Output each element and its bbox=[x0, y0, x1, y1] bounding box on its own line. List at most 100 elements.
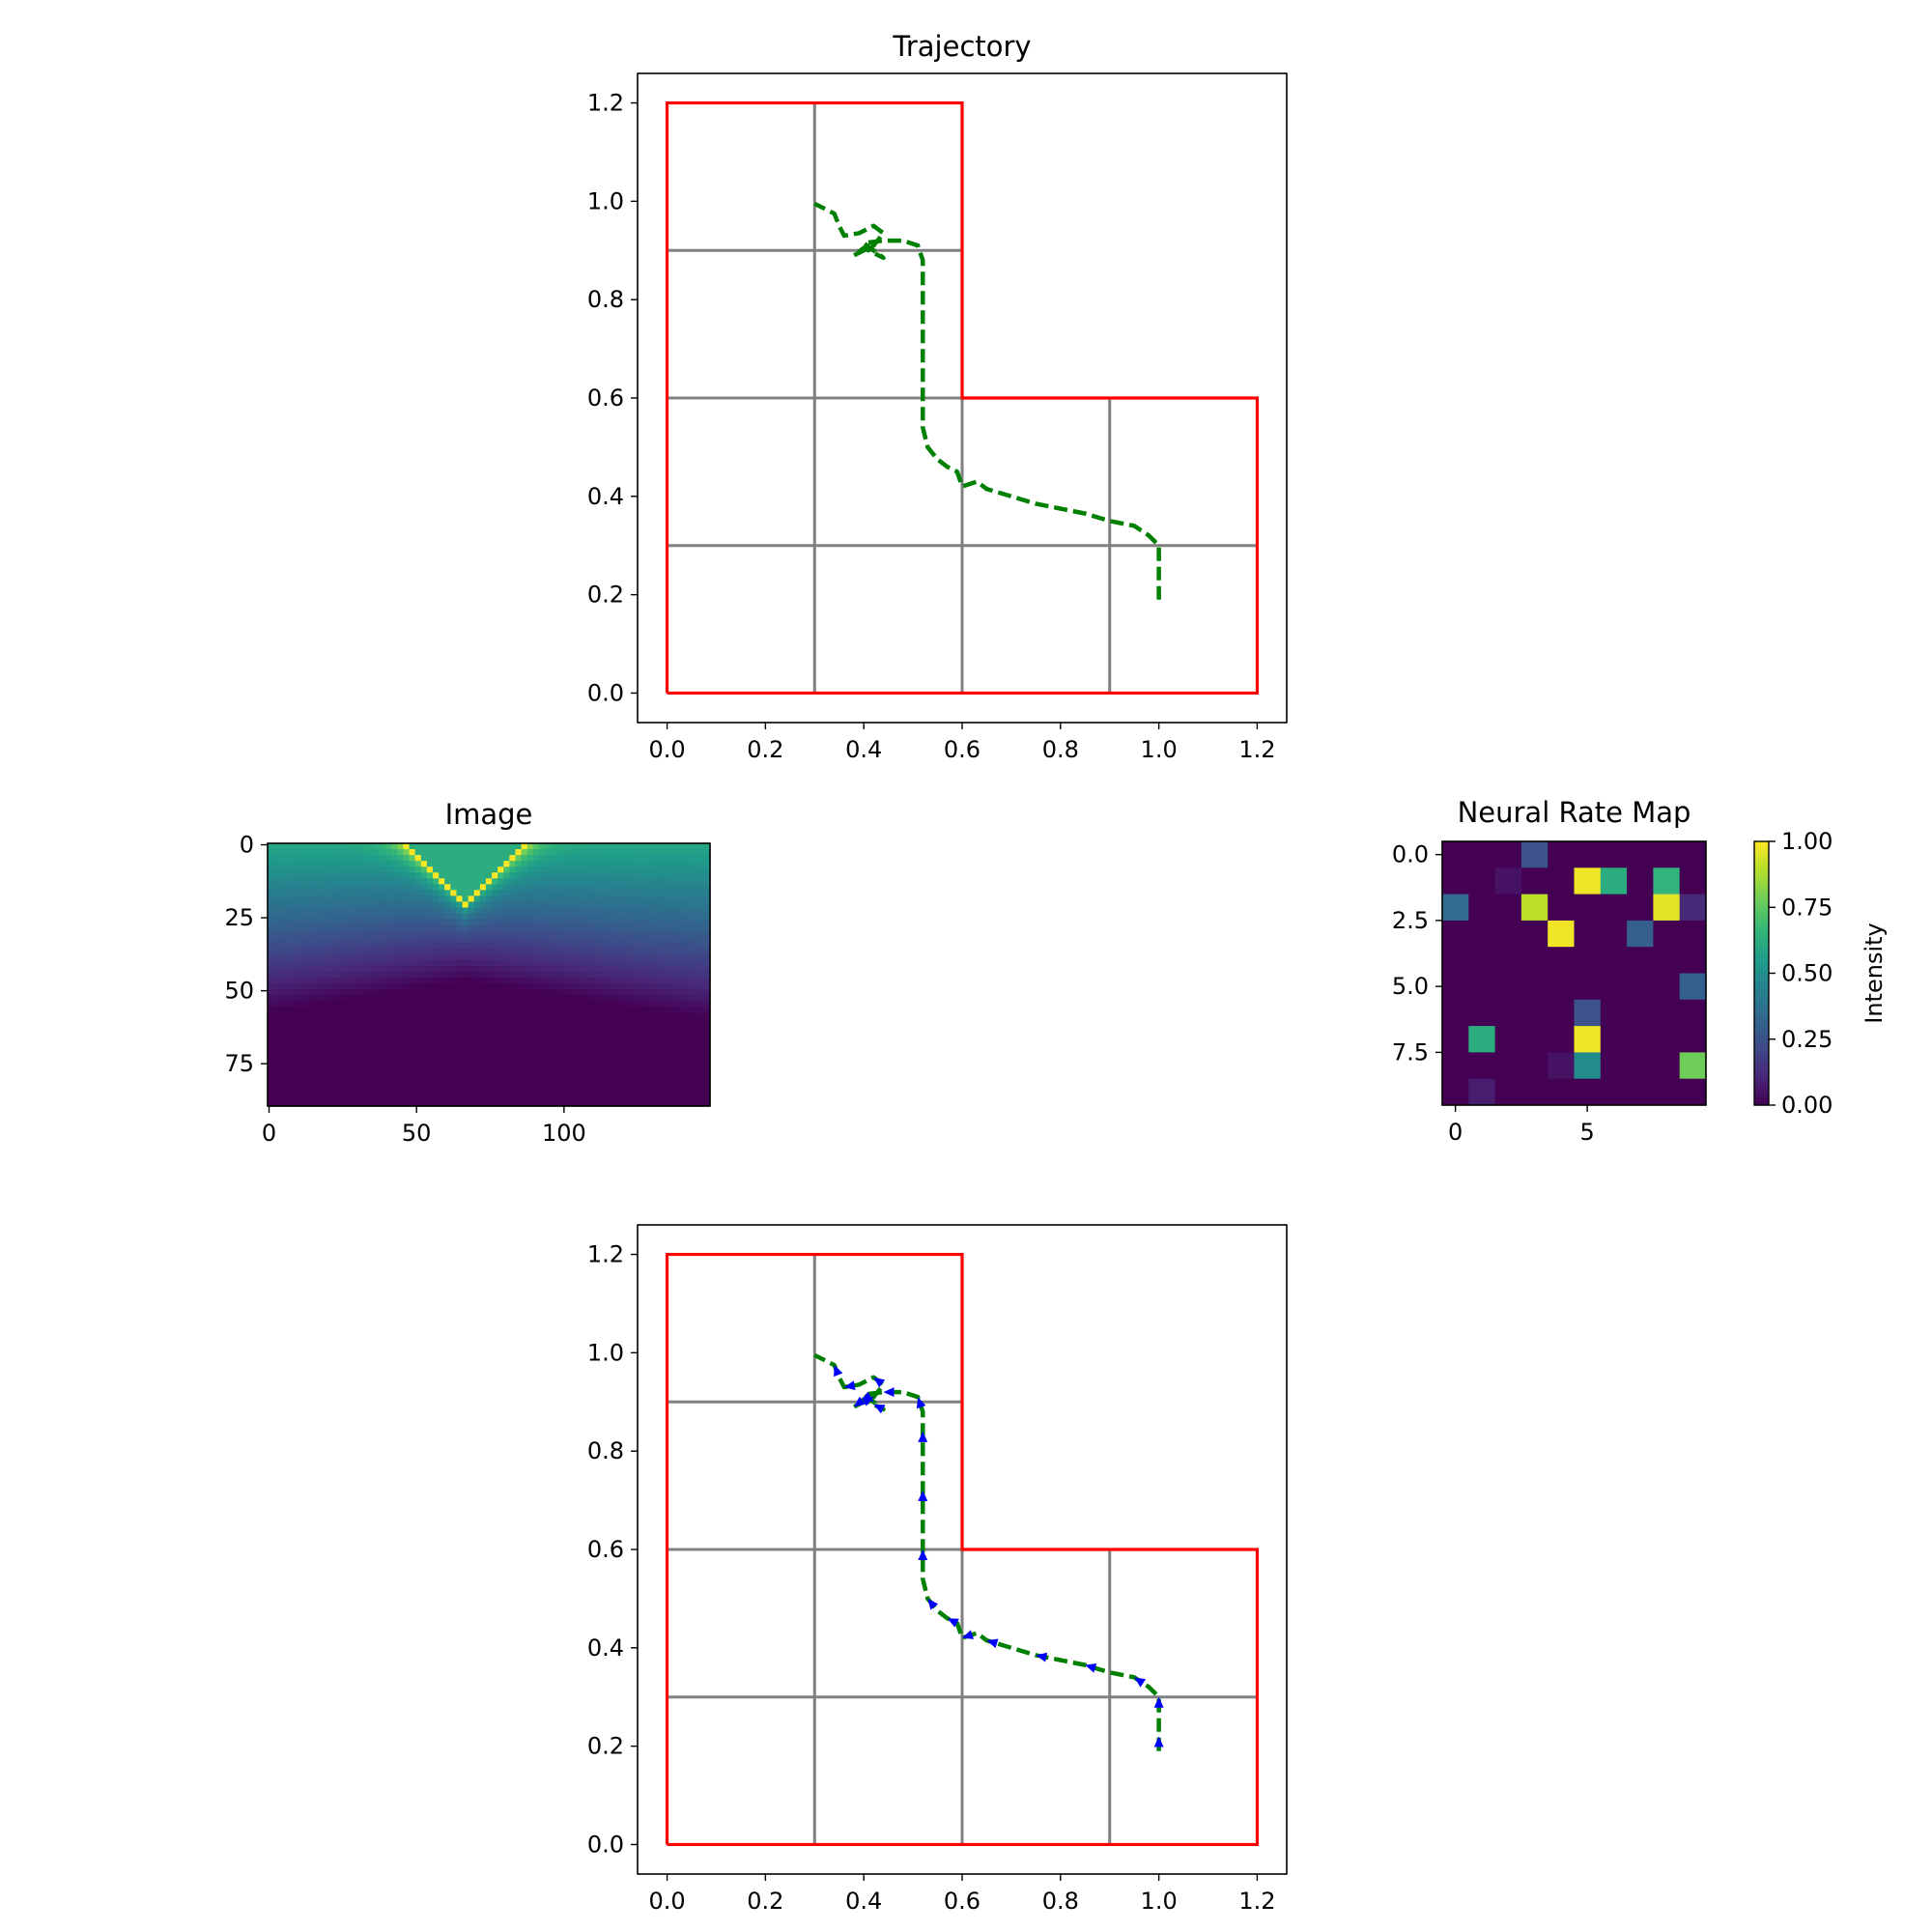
image-pixel bbox=[492, 867, 498, 873]
image-pixel bbox=[414, 861, 422, 867]
image-pixel bbox=[439, 1024, 445, 1032]
image-pixel bbox=[327, 1036, 333, 1043]
image-pixel bbox=[509, 1082, 517, 1090]
image-pixel bbox=[492, 861, 498, 867]
image-pixel bbox=[650, 1088, 658, 1095]
image-pixel bbox=[391, 1030, 398, 1037]
image-pixel bbox=[697, 1007, 705, 1013]
image-pixel bbox=[545, 1007, 552, 1013]
image-pixel bbox=[497, 953, 504, 961]
image-pixel bbox=[556, 1018, 563, 1025]
image-pixel bbox=[657, 953, 664, 961]
image-pixel bbox=[627, 919, 635, 926]
image-pixel bbox=[397, 930, 405, 938]
image-pixel bbox=[327, 867, 333, 873]
image-pixel bbox=[444, 1059, 451, 1066]
image-pixel bbox=[503, 971, 510, 979]
image-pixel bbox=[297, 930, 304, 938]
image-pixel bbox=[444, 907, 451, 915]
image-pixel bbox=[509, 907, 517, 915]
image-pixel bbox=[285, 948, 293, 955]
image-pixel bbox=[503, 1076, 510, 1084]
image-pixel bbox=[403, 1047, 411, 1055]
rate-cell bbox=[1653, 947, 1681, 974]
image-pixel bbox=[650, 1024, 658, 1032]
image-pixel bbox=[538, 1030, 546, 1037]
image-pixel bbox=[479, 1076, 487, 1084]
image-pixel bbox=[551, 843, 557, 850]
image-pixel bbox=[580, 953, 587, 961]
image-pixel bbox=[526, 1012, 534, 1019]
image-pixel bbox=[515, 1065, 523, 1072]
image-pixel bbox=[355, 1041, 363, 1049]
image-pixel bbox=[568, 1036, 576, 1043]
image-pixel bbox=[668, 948, 675, 955]
image-pixel bbox=[350, 983, 357, 990]
image-pixel bbox=[444, 1018, 451, 1025]
image-pixel bbox=[361, 872, 369, 879]
image-pixel bbox=[545, 1059, 552, 1066]
image-pixel bbox=[308, 1007, 316, 1013]
image-pixel bbox=[551, 948, 557, 955]
image-pixel bbox=[680, 1041, 688, 1049]
rate-cell bbox=[1468, 920, 1496, 948]
image-pixel bbox=[503, 843, 510, 850]
image-pixel bbox=[479, 995, 487, 1002]
image-pixel bbox=[663, 855, 669, 862]
image-pixel bbox=[627, 978, 635, 984]
image-pixel bbox=[663, 1070, 669, 1078]
image-pixel bbox=[521, 895, 528, 903]
image-pixel bbox=[633, 884, 640, 891]
image-pixel bbox=[621, 1094, 629, 1101]
image-pixel bbox=[674, 1030, 682, 1037]
image-pixel bbox=[556, 1099, 563, 1107]
image-pixel bbox=[397, 959, 405, 967]
image-pixel bbox=[479, 930, 487, 938]
image-pixel bbox=[285, 1070, 293, 1078]
image-pixel bbox=[420, 930, 428, 938]
image-pixel bbox=[297, 878, 304, 885]
rate-cell bbox=[1653, 1026, 1681, 1053]
image-pixel bbox=[279, 978, 286, 984]
image-pixel bbox=[385, 1065, 392, 1072]
image-pixel bbox=[285, 936, 293, 944]
image-pixel bbox=[697, 1030, 705, 1037]
image-pixel bbox=[674, 878, 682, 885]
rate-cell bbox=[1548, 867, 1575, 895]
image-pixel bbox=[503, 995, 510, 1002]
image-pixel bbox=[391, 913, 398, 921]
image-pixel bbox=[657, 913, 664, 921]
image-pixel bbox=[591, 867, 599, 873]
image-pixel bbox=[697, 948, 705, 955]
image-pixel bbox=[462, 919, 469, 926]
image-pixel bbox=[532, 965, 540, 973]
image-pixel bbox=[492, 989, 498, 996]
image-pixel bbox=[338, 913, 345, 921]
image-pixel bbox=[556, 1041, 563, 1049]
image-pixel bbox=[409, 930, 416, 938]
image-pixel bbox=[515, 983, 523, 990]
image-pixel bbox=[327, 1082, 333, 1090]
image-pixel bbox=[420, 1018, 428, 1025]
image-pixel bbox=[462, 1030, 469, 1037]
direction-arrow bbox=[962, 1630, 975, 1639]
image-pixel bbox=[532, 1018, 540, 1025]
image-pixel bbox=[680, 849, 688, 856]
image-pixel bbox=[373, 849, 381, 856]
image-pixel bbox=[562, 890, 570, 896]
image-pixel bbox=[291, 942, 298, 950]
image-pixel bbox=[627, 965, 635, 973]
image-pixel bbox=[538, 1041, 546, 1049]
image-pixel bbox=[355, 953, 363, 961]
image-pixel bbox=[403, 971, 411, 979]
image-pixel bbox=[521, 1036, 528, 1043]
image-pixel bbox=[355, 924, 363, 932]
image-pixel bbox=[639, 855, 646, 862]
image-pixel bbox=[291, 1024, 298, 1032]
image-pixel bbox=[580, 1012, 587, 1019]
image-pixel bbox=[380, 1070, 386, 1078]
image-pixel bbox=[680, 913, 688, 921]
image-pixel bbox=[680, 1036, 688, 1043]
image-pixel bbox=[503, 1007, 510, 1013]
